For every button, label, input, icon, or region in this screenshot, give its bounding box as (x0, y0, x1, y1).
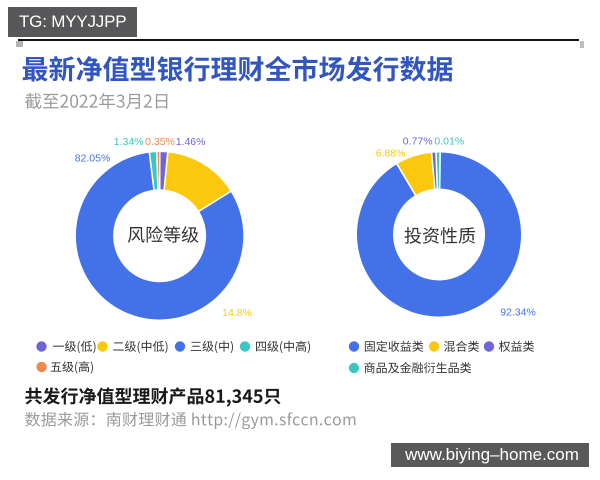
svg-text:1.46%: 1.46% (176, 136, 206, 148)
svg-text:1.34%: 1.34% (114, 136, 144, 148)
svg-text:82.05%: 82.05% (75, 152, 111, 164)
svg-text:14.8%: 14.8% (222, 307, 252, 319)
svg-text:92.34%: 92.34% (500, 307, 536, 319)
svg-text:6.88%: 6.88% (376, 148, 406, 160)
svg-text:0.35%: 0.35% (145, 136, 175, 148)
svg-text:0.77%: 0.77% (403, 136, 433, 148)
svg-text:0.01%: 0.01% (434, 136, 464, 148)
